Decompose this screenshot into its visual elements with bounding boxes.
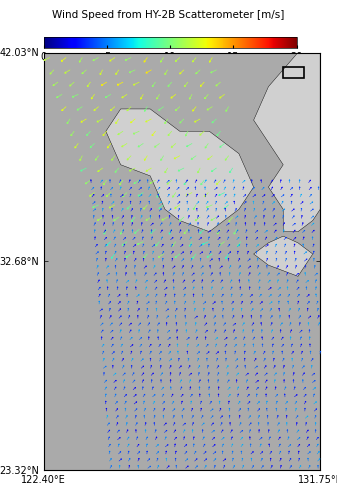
Bar [283,66,304,78]
Polygon shape [254,236,313,277]
Text: Wind Speed from HY-2B Scatterometer [m/s]: Wind Speed from HY-2B Scatterometer [m/s… [52,10,285,20]
Polygon shape [254,52,320,232]
Polygon shape [0,52,44,500]
Polygon shape [106,109,254,232]
Polygon shape [0,426,26,470]
